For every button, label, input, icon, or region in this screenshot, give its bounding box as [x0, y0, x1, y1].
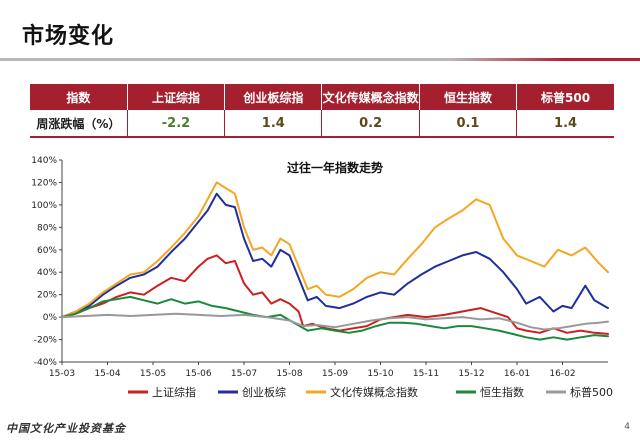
- table-header-row: 指数 上证综指 创业板综指 文化传媒概念指数 恒生指数 标普500: [30, 84, 614, 110]
- series-line-1: [61, 192, 609, 319]
- header-index: 指数: [30, 84, 128, 110]
- y-tick-label: 100%: [31, 201, 57, 211]
- series-line-3: [61, 295, 609, 341]
- chart-title: 过往一年指数走势: [287, 160, 383, 175]
- index-trend-chart: 过往一年指数走势 -40% -20% 0% 20% 40% 60% 80% 100% 120% 14…: [31, 156, 613, 399]
- x-tick-label: 15-08: [276, 369, 302, 379]
- table-row: 周涨跌幅（%） -2.2 1.4 0.2 0.1 1.4: [30, 110, 614, 138]
- y-tick-label: -20%: [34, 336, 58, 346]
- slide-title: 市场变化: [22, 24, 115, 49]
- y-tick-label: -40%: [34, 358, 58, 368]
- value-hangseng: 0.1: [419, 110, 518, 138]
- footer-logo: 中国文化产业投资基金: [6, 422, 126, 435]
- y-tick-label: 40%: [37, 268, 57, 278]
- x-tick-label: 15-09: [322, 369, 348, 379]
- series-line-2: [61, 181, 609, 319]
- x-tick-label: 15-06: [185, 369, 211, 379]
- x-tick-label: 15-07: [231, 369, 257, 379]
- y-tick-label: 120%: [31, 178, 57, 188]
- value-media: 0.2: [321, 110, 420, 138]
- y-tick-label: 140%: [31, 156, 57, 166]
- title-divider-red: [450, 58, 640, 61]
- x-tick-label: 15-04: [94, 369, 120, 379]
- header-shanghai: 上证综指: [127, 84, 226, 110]
- legend-label: 文化传媒概念指数: [330, 385, 418, 399]
- header-media: 文化传媒概念指数: [321, 84, 420, 110]
- y-tick-label: 80%: [37, 223, 57, 233]
- x-tick-label: 16-02: [549, 369, 575, 379]
- value-sp500: 1.4: [516, 110, 614, 138]
- row-label: 周涨跌幅（%）: [30, 110, 128, 138]
- legend-label: 标普500: [570, 385, 613, 399]
- header-hangseng: 恒生指数: [419, 84, 518, 110]
- series-line-4: [61, 312, 609, 331]
- y-tick-label: 60%: [37, 246, 57, 256]
- header-sp500: 标普500: [516, 84, 614, 110]
- series-line-0: [61, 254, 609, 335]
- x-tick-label: 15-05: [140, 369, 166, 379]
- legend-label: 上证综指: [152, 385, 196, 399]
- value-chinext: 1.4: [224, 110, 323, 138]
- weekly-change-table: 指数 上证综指 创业板综指 文化传媒概念指数 恒生指数 标普500 周涨跌幅（%…: [30, 84, 614, 138]
- title-divider: [0, 58, 640, 64]
- x-tick-label: 16-01: [504, 369, 530, 379]
- page-number: 4: [624, 422, 630, 432]
- x-tick-label: 15-12: [458, 369, 484, 379]
- legend-label: 恒生指数: [480, 385, 524, 399]
- legend-label: 创业板综: [242, 385, 286, 399]
- x-tick-label: 15-11: [413, 369, 439, 379]
- y-tick-label: 20%: [37, 291, 57, 301]
- header-chinext: 创业板综指: [224, 84, 323, 110]
- value-shanghai: -2.2: [127, 110, 226, 138]
- x-tick-label: 15-03: [49, 369, 75, 379]
- title-divider-gray: [0, 58, 640, 61]
- x-tick-label: 15-10: [367, 369, 393, 379]
- y-tick-label: 0%: [43, 313, 58, 323]
